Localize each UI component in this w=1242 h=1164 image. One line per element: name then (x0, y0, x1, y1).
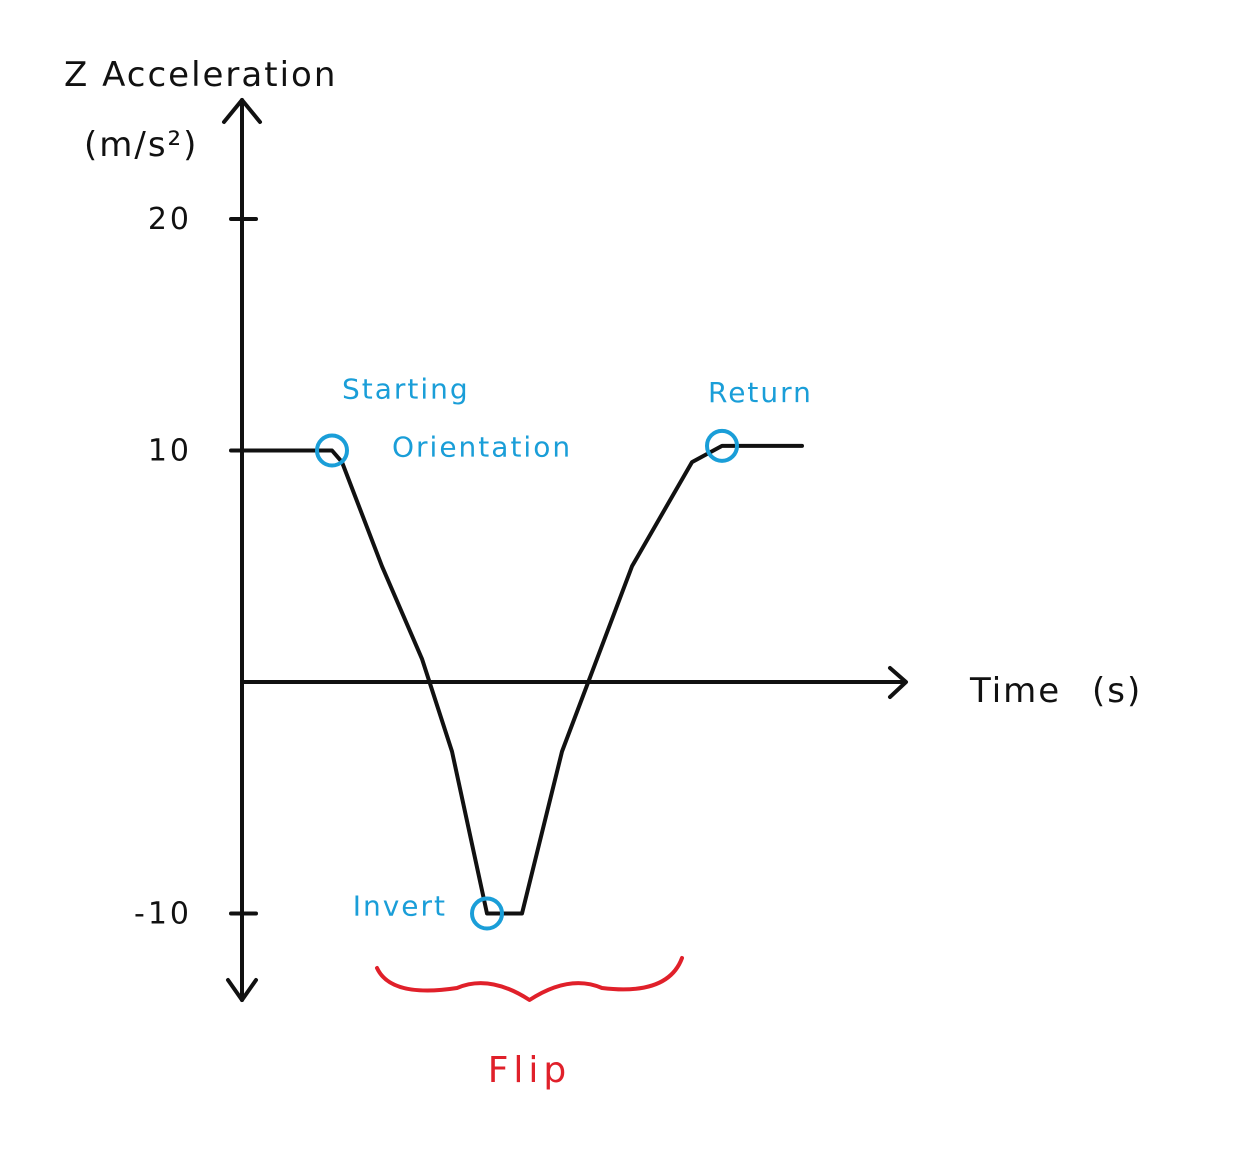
series-group (240, 443, 804, 916)
annotation-label: Flip (488, 1050, 572, 1091)
x-axis-title: Time (s) (969, 671, 1142, 711)
y-tick-label: -10 (134, 897, 192, 932)
y-axis-unit: (m/s²) (84, 125, 198, 165)
annotations-group: Starting Orientation Invert Return Flip (315, 373, 813, 1091)
series-line (240, 443, 804, 916)
flip-brace (375, 956, 684, 1002)
x-axis-arrow (888, 666, 908, 699)
y-ticks: 20 10 -10 (134, 202, 258, 932)
annotation-marker (705, 428, 739, 463)
y-axis-title: Z Acceleration (64, 55, 337, 95)
y-tick-label: 10 (148, 434, 192, 469)
y-axis-arrow-down (226, 978, 258, 1002)
annotation-label: Orientation (392, 431, 572, 464)
y-tick-label: 20 (148, 202, 192, 237)
annotation-label: Return (708, 376, 813, 409)
annotation-label: Starting (342, 373, 470, 406)
y-axis-arrow-up (222, 98, 262, 124)
annotation-label: Invert (353, 890, 447, 923)
annotation-marker (315, 433, 349, 468)
annotation-marker (470, 896, 504, 931)
